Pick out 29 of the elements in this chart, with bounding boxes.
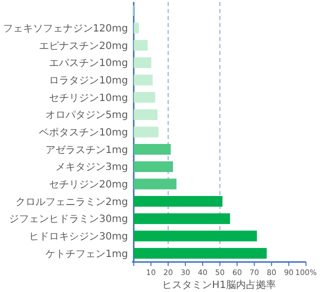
bar bbox=[134, 92, 156, 103]
bar bbox=[134, 213, 230, 224]
y-tick-label: エピナスチン20mg bbox=[39, 40, 128, 52]
y-tick-label: エバスチン10mg bbox=[49, 58, 128, 70]
bar bbox=[134, 22, 139, 34]
bar bbox=[134, 230, 257, 242]
y-tick-label: ケトチフェン1mg bbox=[46, 248, 128, 260]
bar bbox=[134, 144, 171, 155]
y-tick-label: セチリジン20mg bbox=[49, 180, 128, 190]
y-tick-label: オロパタジン5mg bbox=[46, 110, 128, 122]
bar bbox=[134, 109, 158, 120]
y-tick-label: ロラタジン10mg bbox=[49, 76, 128, 86]
bar bbox=[134, 57, 152, 68]
bar bbox=[134, 161, 173, 172]
y-tick-label: ヒドロキシジン30mg bbox=[29, 232, 128, 242]
bar bbox=[134, 40, 148, 51]
bar bbox=[134, 74, 153, 86]
bar bbox=[134, 248, 267, 259]
y-tick-label: セチリジン10mg bbox=[49, 92, 128, 104]
y-tick-label: アゼラスチン1mg bbox=[46, 144, 128, 156]
y-tick-label: メキタジン3mg bbox=[56, 162, 128, 174]
y-tick-label: フェキソフェナジン120mg bbox=[2, 24, 128, 34]
y-tick-label: クロルフェニラミン2mg bbox=[16, 196, 128, 208]
x-axis-title: ヒスタミンH1脳内占拠率 bbox=[162, 279, 276, 291]
bar bbox=[134, 196, 222, 207]
bar bbox=[134, 126, 159, 138]
y-tick-label: ベポタスチン10mg bbox=[39, 128, 128, 138]
y-tick-label: ジフェンヒドラミン30mg bbox=[9, 214, 128, 226]
bar bbox=[134, 178, 176, 190]
